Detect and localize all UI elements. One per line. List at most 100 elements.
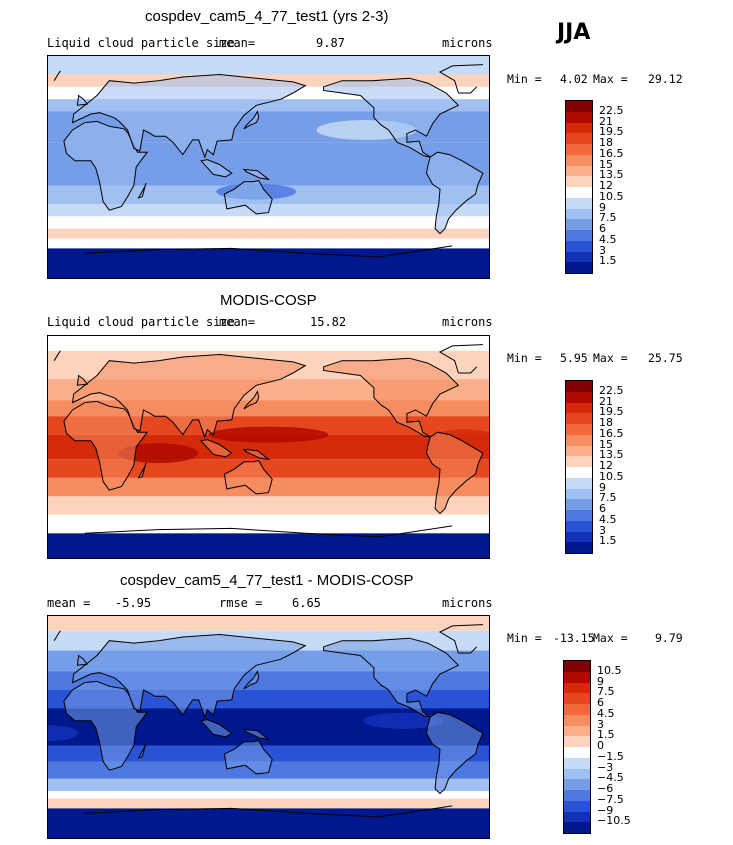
- colorbar-swatch: [566, 230, 592, 241]
- panel2-mean-value: 15.82: [310, 315, 347, 329]
- coastline: [242, 168, 271, 181]
- colorbar-swatch: [566, 381, 592, 392]
- colorbar-tick-label: 16.5: [599, 426, 624, 440]
- panel2-max-value: 25.75: [648, 351, 683, 365]
- colorbar-tick-label: 9: [599, 480, 606, 494]
- panel2-field-label: Liquid cloud particle size: [47, 315, 235, 329]
- coastline: [425, 151, 484, 235]
- field-blob: [208, 426, 329, 443]
- panel2-colorbar: [565, 380, 593, 554]
- coastline: [242, 728, 271, 741]
- colorbar-swatch: [564, 822, 590, 833]
- colorbar-swatch: [564, 736, 590, 747]
- panel1-map: [47, 55, 490, 279]
- colorbar-tick-label: −10.5: [597, 814, 631, 828]
- coastline: [53, 350, 61, 361]
- colorbar-swatch: [566, 262, 592, 273]
- colorbar-swatch: [566, 197, 592, 209]
- colorbar-swatch: [566, 240, 592, 252]
- field-band: [48, 228, 489, 239]
- coastline: [243, 110, 260, 130]
- panel3-rmse-label: rmse =: [219, 596, 263, 610]
- coastline: [223, 740, 273, 775]
- colorbar-swatch: [566, 144, 592, 155]
- field-band: [48, 248, 489, 278]
- panel3-mean-label: mean =: [47, 596, 91, 610]
- colorbar-swatch: [566, 531, 592, 543]
- coastline: [458, 366, 478, 374]
- coastline: [438, 344, 483, 374]
- colorbar-swatch: [564, 714, 590, 726]
- colorbar-tick-label: 0: [597, 739, 604, 752]
- field-blob: [48, 725, 78, 742]
- colorbar-swatch: [566, 477, 592, 489]
- colorbar-tick-label: 9: [599, 200, 606, 214]
- coastline: [200, 159, 233, 178]
- field-band: [48, 778, 489, 792]
- coastline: [438, 64, 483, 94]
- colorbar-swatch: [566, 122, 592, 134]
- colorbar-swatch: [566, 434, 592, 446]
- colorbar-swatch: [566, 219, 592, 230]
- colorbar-swatch: [564, 757, 590, 769]
- colorbar-swatch: [566, 133, 592, 144]
- colorbar-tick-label: −3: [597, 760, 614, 774]
- colorbar-swatch: [564, 811, 590, 823]
- coastline: [137, 462, 147, 479]
- panel2-min-label: Min =: [507, 351, 542, 365]
- coastline: [53, 70, 61, 81]
- coastline: [425, 431, 484, 515]
- colorbar-tick-label: 1.5: [599, 254, 617, 268]
- colorbar-swatch: [566, 187, 592, 198]
- colorbar-tick-label: 21: [599, 394, 613, 408]
- panel1-title: cospdev_cam5_4_77_test1 (yrs 2-3): [145, 8, 389, 25]
- coastline: [71, 353, 307, 439]
- field-band: [48, 238, 489, 249]
- colorbar-swatch: [566, 520, 592, 532]
- coastline: [71, 73, 307, 159]
- coastline: [76, 374, 89, 386]
- colorbar-tick-label: 15: [599, 157, 613, 171]
- coastline: [458, 646, 478, 654]
- coastline: [223, 180, 273, 215]
- colorbar-tick-label: 3: [599, 523, 606, 537]
- coastline: [53, 630, 61, 641]
- colorbar-swatch: [566, 111, 592, 123]
- map-field: [48, 336, 489, 558]
- colorbar-swatch: [566, 499, 592, 510]
- colorbar-swatch: [564, 693, 590, 704]
- panel1-units: microns: [442, 36, 493, 50]
- field-band: [48, 336, 489, 351]
- colorbar-swatch: [564, 779, 590, 790]
- coastline: [323, 77, 460, 158]
- colorbar-swatch: [564, 704, 590, 715]
- colorbar-tick-label: 4.5: [599, 232, 617, 246]
- field-blob: [210, 710, 351, 731]
- colorbar-tick-label: 18: [599, 136, 613, 149]
- colorbar-tick-label: 3: [599, 243, 606, 257]
- field-blob: [351, 439, 431, 455]
- coastline: [425, 711, 484, 795]
- panel2-min-value: 5.95: [560, 351, 588, 365]
- coastline: [84, 527, 306, 534]
- panel1-mean-value: 9.87: [316, 36, 345, 50]
- colorbar-tick-label: 10.5: [597, 663, 622, 677]
- panel1-field-label: Liquid cloud particle size: [47, 36, 235, 50]
- coastline: [200, 439, 233, 458]
- colorbar-tick-label: 6: [597, 696, 604, 709]
- panel1-min-label: Min =: [507, 72, 542, 86]
- colorbar-tick-label: 6: [599, 222, 606, 235]
- field-blob: [363, 712, 444, 729]
- panel2-map: [47, 335, 490, 559]
- coastline: [243, 670, 260, 690]
- colorbar-tick-label: 1.5: [597, 728, 615, 742]
- colorbar-swatch: [566, 101, 592, 112]
- coastline: [84, 807, 306, 814]
- coastline: [438, 624, 483, 654]
- coastline: [63, 120, 149, 211]
- colorbar-tick-label: −6: [597, 782, 614, 795]
- colorbar-tick-label: 7.5: [599, 211, 617, 225]
- panel2-units: microns: [442, 315, 493, 329]
- field-band: [48, 514, 489, 534]
- colorbar-swatch: [566, 402, 592, 414]
